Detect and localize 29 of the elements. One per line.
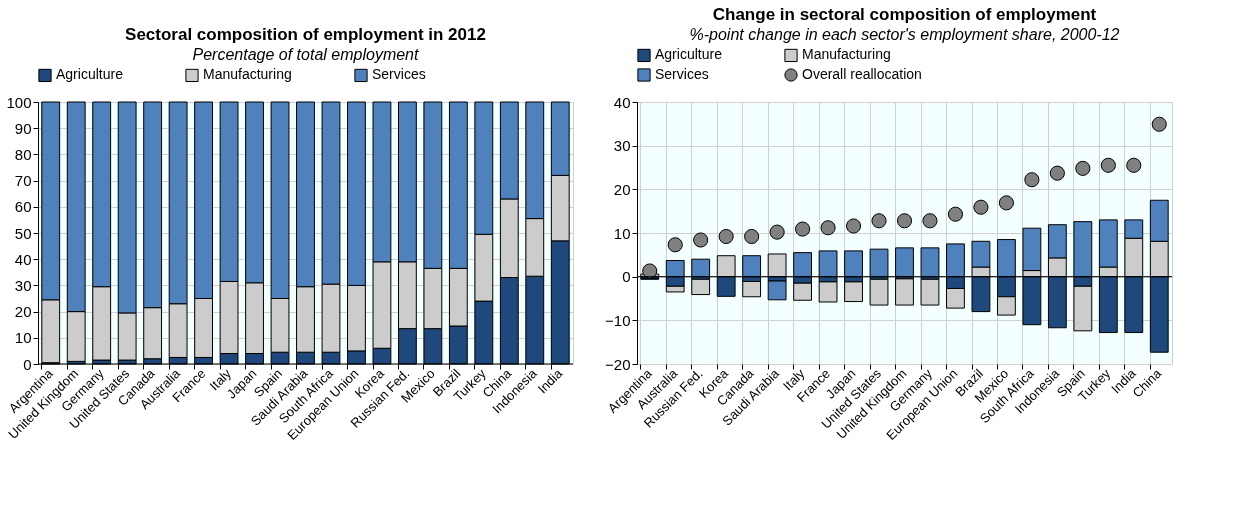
y-tick-label: 50 [14,224,32,242]
legend-label: Manufacturing [802,46,891,63]
legend-label: Manufacturing [203,66,292,83]
y-tick-label: −10 [605,311,631,329]
y-tick-label: 100 [6,93,32,111]
y-tick-label: 10 [14,329,32,347]
chart-subtitle: %-point change in each sector's employment share, 2000-12 [689,26,1120,43]
y-tick-label: 70 [14,172,32,190]
legend-label: Agriculture [56,66,124,83]
y-tick-label: 30 [613,137,631,155]
y-tick-label: 40 [613,93,631,111]
y-tick-label: 30 [14,276,32,294]
y-tick-label: 0 [622,268,631,286]
y-tick-label: 90 [14,119,32,137]
y-tick-label: 40 [14,250,32,268]
y-tick-label: 20 [14,303,32,321]
y-tick-label: 10 [613,224,631,242]
y-tick-label: 20 [613,180,631,198]
y-tick-label: −20 [605,355,631,373]
chart-subtitle: Percentage of total employment [192,46,420,63]
y-tick-label: 0 [23,355,32,373]
y-tick-label: 60 [14,198,32,216]
chart-title: Change in sectoral composition of employment [712,5,1097,24]
legend-label: Services [372,66,426,83]
legend-label: Agriculture [655,46,723,63]
legend-label: Overall reallocation [802,66,922,82]
y-tick-label: 80 [14,145,32,163]
chart-title: Sectoral composition of employment in 2012 [125,25,486,44]
legend-label: Services [655,66,709,82]
